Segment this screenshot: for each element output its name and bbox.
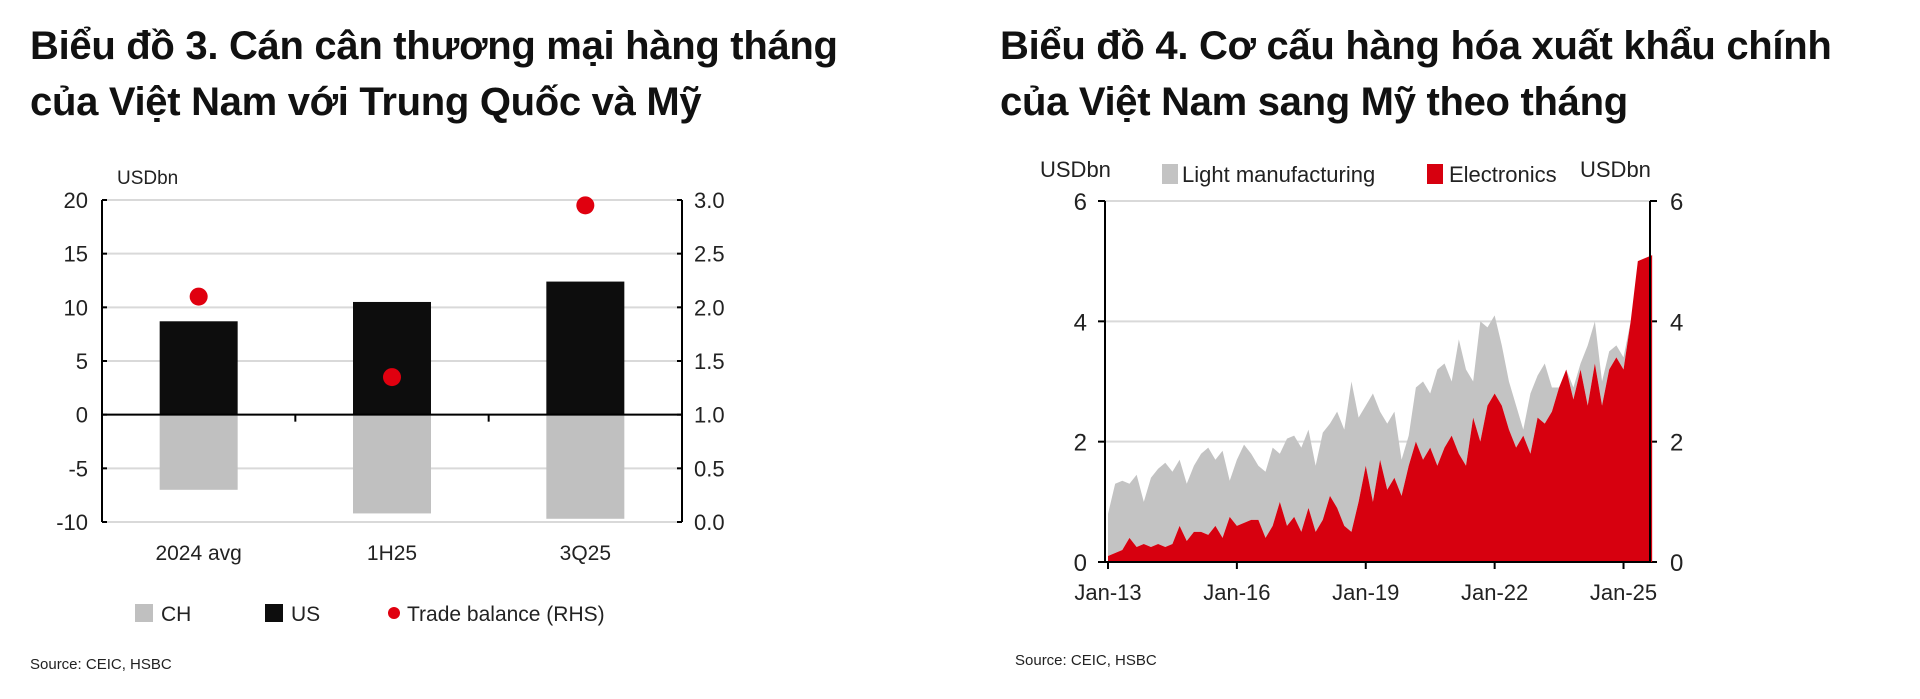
y-tick-label: 2 bbox=[1074, 430, 1087, 457]
legend-label: Electronics bbox=[1449, 162, 1557, 187]
chart4-title: Biểu đồ 4. Cơ cấu hàng hóa xuất khẩu chí… bbox=[1000, 18, 1832, 130]
legend-swatch-trade-balance bbox=[388, 607, 400, 619]
trade-balance-point bbox=[576, 196, 595, 215]
x-tick-label: Jan-13 bbox=[1074, 580, 1141, 605]
legend-label: US bbox=[291, 603, 320, 626]
legend-swatch-electronics bbox=[1427, 164, 1443, 184]
chart3-title: Biểu đồ 3. Cán cân thương mại hàng tháng… bbox=[30, 18, 838, 130]
legend-swatch-ch bbox=[135, 604, 153, 622]
legend-label: CH bbox=[161, 603, 191, 626]
chart4-title-line-2: của Việt Nam sang Mỹ theo tháng bbox=[1000, 80, 1628, 124]
bar-ch bbox=[353, 414, 431, 514]
chart3-title-line-1: Biểu đồ 3. Cán cân thương mại hàng tháng bbox=[30, 24, 838, 68]
area-electronics bbox=[1108, 255, 1653, 562]
legend-label: Trade balance (RHS) bbox=[407, 603, 605, 626]
trade-balance-point bbox=[383, 368, 401, 387]
y2-tick-label: 4 bbox=[1670, 309, 1683, 336]
area-light-manufacturing bbox=[1108, 255, 1653, 556]
bar-us bbox=[159, 321, 238, 415]
legend-swatch-light-manufacturing bbox=[1162, 164, 1178, 184]
x-tick-label: Jan-16 bbox=[1203, 580, 1270, 605]
chart3-left-unit: USDbn bbox=[117, 168, 178, 189]
y-tick-label: 5 bbox=[76, 349, 88, 374]
legend-swatch-us bbox=[265, 604, 283, 622]
y2-tick-label: 1.5 bbox=[694, 349, 725, 374]
bar-us bbox=[546, 281, 625, 415]
y2-tick-label: 0.5 bbox=[694, 456, 725, 481]
y2-tick-label: 2 bbox=[1670, 430, 1683, 457]
x-tick-label: Jan-22 bbox=[1461, 580, 1528, 605]
x-tick-label: Jan-25 bbox=[1590, 580, 1657, 605]
chart4-right-unit: USDbn bbox=[1580, 157, 1651, 182]
bar-ch bbox=[546, 414, 625, 519]
x-tick-label: 3Q25 bbox=[560, 542, 611, 565]
x-tick-label: 2024 avg bbox=[155, 542, 241, 565]
trade-balance-point bbox=[189, 287, 208, 306]
y-tick-label: 0 bbox=[76, 403, 88, 428]
y-tick-label: -5 bbox=[68, 456, 88, 481]
x-tick-label: Jan-19 bbox=[1332, 580, 1399, 605]
y2-tick-label: 6 bbox=[1670, 189, 1683, 216]
chart4-source: Source: CEIC, HSBC bbox=[1015, 652, 1157, 669]
y-tick-label: 0 bbox=[1074, 550, 1087, 577]
y2-tick-label: 0 bbox=[1670, 550, 1683, 577]
y-tick-label: 6 bbox=[1074, 189, 1087, 216]
y2-tick-label: 2.0 bbox=[694, 295, 725, 320]
bar-us bbox=[353, 301, 431, 415]
y2-tick-label: 2.5 bbox=[694, 242, 725, 267]
y-tick-label: 4 bbox=[1074, 309, 1087, 336]
y-tick-label: 20 bbox=[64, 188, 88, 213]
chart4-title-line-1: Biểu đồ 4. Cơ cấu hàng hóa xuất khẩu chí… bbox=[1000, 24, 1832, 68]
y-tick-label: 15 bbox=[64, 242, 88, 267]
chart3-title-line-2: của Việt Nam với Trung Quốc và Mỹ bbox=[30, 80, 702, 124]
y2-tick-label: 3.0 bbox=[694, 188, 725, 213]
chart3-source: Source: CEIC, HSBC bbox=[30, 656, 172, 673]
y2-tick-label: 0.0 bbox=[694, 510, 725, 535]
chart4-left-unit: USDbn bbox=[1040, 157, 1111, 182]
x-tick-label: 1H25 bbox=[367, 542, 417, 565]
y-tick-label: 10 bbox=[64, 295, 88, 320]
bar-ch bbox=[159, 414, 238, 490]
y-tick-label: -10 bbox=[56, 510, 88, 535]
legend-label: Light manufacturing bbox=[1182, 162, 1375, 187]
y2-tick-label: 1.0 bbox=[694, 403, 725, 428]
